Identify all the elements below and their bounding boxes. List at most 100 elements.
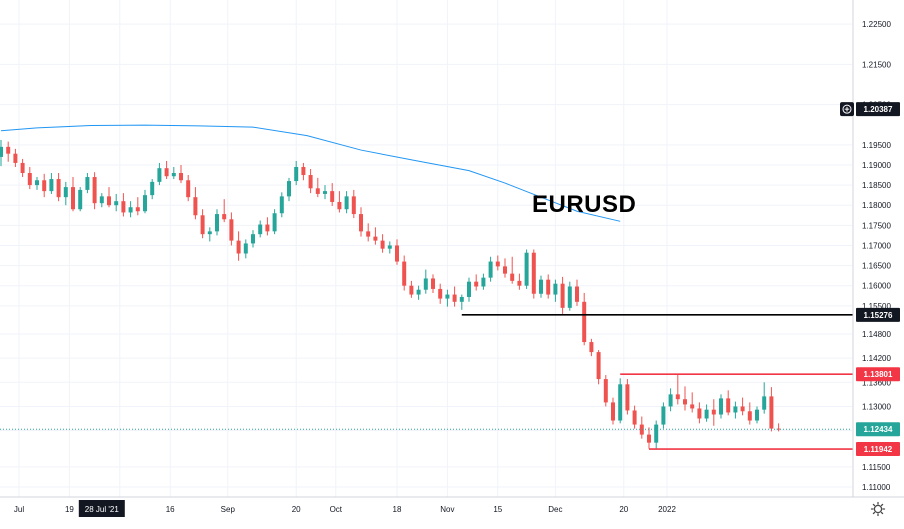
candle-down bbox=[740, 397, 745, 416]
candle-up bbox=[668, 388, 673, 412]
candle-body bbox=[618, 384, 623, 421]
candle-down bbox=[452, 286, 457, 307]
candle-up bbox=[467, 277, 471, 302]
price-badge-label: 1.15276 bbox=[864, 311, 893, 320]
y-tick-label: 1.21500 bbox=[862, 60, 891, 69]
candle-body bbox=[143, 195, 147, 212]
candle-body bbox=[704, 409, 709, 419]
candle-body bbox=[625, 384, 630, 411]
candle-up bbox=[258, 220, 263, 238]
x-tick-label: Jul bbox=[14, 505, 24, 514]
candle-body bbox=[99, 196, 104, 204]
gear-icon[interactable] bbox=[870, 501, 886, 517]
candle-body bbox=[546, 279, 551, 295]
candle-body bbox=[445, 294, 450, 299]
crosshair-date-label: 28 Jul '21 bbox=[85, 505, 120, 514]
candle-body bbox=[366, 231, 371, 237]
y-tick-label: 1.11500 bbox=[862, 463, 891, 472]
y-tick-label: 1.17000 bbox=[862, 241, 891, 250]
candle-down bbox=[639, 416, 644, 439]
candle-body bbox=[207, 231, 212, 235]
candle-body bbox=[575, 286, 579, 302]
candle-down bbox=[164, 160, 169, 180]
candle-down bbox=[229, 212, 234, 246]
candle-body bbox=[359, 214, 363, 232]
moving-average-line bbox=[0, 124, 621, 222]
candle-up bbox=[618, 378, 623, 424]
y-tick-label: 1.18000 bbox=[862, 201, 891, 210]
candle-down bbox=[711, 399, 716, 426]
candle-body bbox=[135, 207, 140, 212]
candle-body bbox=[150, 181, 155, 196]
candle-body bbox=[222, 214, 227, 220]
candle-down bbox=[495, 255, 500, 271]
candle-body bbox=[668, 394, 673, 407]
candle-body bbox=[251, 234, 255, 244]
candle-body bbox=[452, 294, 457, 302]
candle-up bbox=[0, 140, 3, 167]
candle-body bbox=[279, 196, 284, 214]
candle-down bbox=[315, 177, 320, 198]
candle-body bbox=[294, 166, 299, 182]
candle-body bbox=[467, 281, 471, 297]
y-tick-label: 1.15500 bbox=[862, 302, 891, 311]
candle-body bbox=[539, 279, 543, 294]
candle-body bbox=[654, 424, 659, 443]
candle-body bbox=[481, 277, 486, 287]
candle-body bbox=[726, 398, 731, 413]
candle-body bbox=[517, 280, 522, 286]
candle-body bbox=[56, 179, 61, 198]
candle-down bbox=[438, 283, 443, 304]
candle-body bbox=[13, 153, 18, 163]
candle-up bbox=[323, 185, 327, 200]
candle-up bbox=[733, 401, 738, 419]
grid bbox=[0, 0, 852, 497]
x-tick-label: 20 bbox=[292, 505, 301, 514]
candle-body bbox=[179, 173, 183, 181]
candle-body bbox=[697, 408, 702, 419]
candle-up bbox=[114, 193, 119, 212]
price-badge bbox=[856, 307, 900, 322]
candle-down bbox=[747, 402, 752, 425]
x-tick-label: 16 bbox=[166, 505, 175, 514]
candle-body bbox=[647, 434, 651, 443]
candle-up bbox=[387, 241, 392, 254]
candle-body bbox=[459, 296, 464, 302]
candle-down bbox=[380, 234, 385, 253]
price-badge-label: 1.20387 bbox=[864, 105, 893, 114]
candle-body bbox=[603, 379, 608, 403]
price-badges: 1.20387 1.15276 1.13801 1.12434 1.11942 bbox=[840, 102, 900, 457]
candle-body bbox=[351, 196, 356, 215]
candle-down bbox=[632, 405, 637, 429]
y-tick-label: 1.13000 bbox=[862, 402, 891, 411]
candle-down bbox=[560, 276, 565, 314]
candle-body bbox=[200, 215, 205, 235]
candle-up bbox=[416, 285, 421, 300]
candle-down bbox=[531, 249, 536, 299]
candle-body bbox=[63, 187, 68, 198]
candle-up bbox=[755, 406, 759, 424]
candle-down bbox=[431, 274, 435, 293]
candle-down bbox=[726, 390, 731, 416]
candle-down bbox=[186, 175, 191, 202]
candle-body bbox=[193, 197, 198, 216]
candle-body bbox=[323, 191, 327, 194]
horizontal-lines[interactable] bbox=[0, 314, 853, 450]
candle-up bbox=[344, 191, 349, 214]
candle-up bbox=[150, 179, 155, 200]
candle-up bbox=[762, 382, 767, 414]
candle-body bbox=[416, 289, 421, 295]
candle-body bbox=[503, 266, 507, 274]
candle-down bbox=[351, 189, 356, 219]
candle-up bbox=[539, 275, 543, 298]
candle-down bbox=[582, 292, 587, 346]
candle-down bbox=[575, 279, 579, 306]
candle-down bbox=[503, 258, 507, 278]
candle-up bbox=[63, 181, 68, 206]
candle-body bbox=[373, 236, 378, 241]
candle-body bbox=[524, 252, 529, 286]
candle-up bbox=[78, 187, 83, 212]
candle-body bbox=[121, 201, 126, 213]
